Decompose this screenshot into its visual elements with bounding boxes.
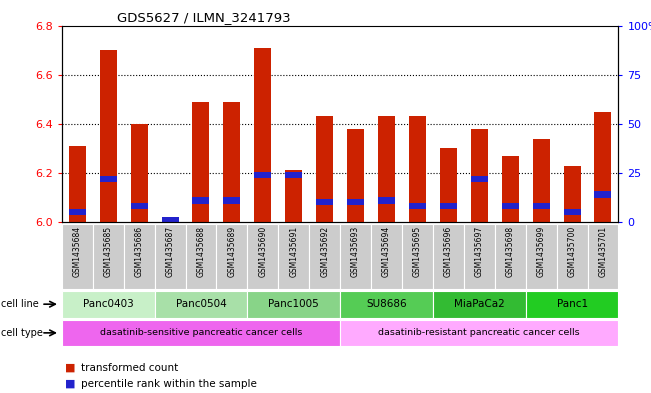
Bar [131, 203, 148, 209]
Bar [557, 224, 587, 289]
Bar [409, 116, 426, 222]
Bar [124, 224, 154, 289]
Text: GSM1435690: GSM1435690 [258, 226, 268, 277]
Bar [502, 203, 519, 209]
Text: GSM1435693: GSM1435693 [351, 226, 360, 277]
Bar [471, 129, 488, 222]
Text: GSM1435687: GSM1435687 [165, 226, 174, 277]
Bar [309, 224, 340, 289]
Bar [433, 291, 525, 318]
Text: GSM1435698: GSM1435698 [506, 226, 515, 277]
Bar [525, 224, 557, 289]
Bar [340, 320, 618, 346]
Bar [62, 320, 340, 346]
Bar [471, 176, 488, 182]
Text: Panc1: Panc1 [557, 299, 588, 309]
Text: GSM1435689: GSM1435689 [227, 226, 236, 277]
Text: cell type: cell type [1, 328, 43, 338]
Bar [62, 291, 154, 318]
Text: GSM1435688: GSM1435688 [197, 226, 206, 277]
Bar [92, 224, 124, 289]
Bar [100, 176, 117, 182]
Bar [316, 199, 333, 206]
Text: ■: ■ [65, 378, 76, 389]
Bar [131, 124, 148, 222]
Bar [525, 291, 618, 318]
Bar [62, 224, 92, 289]
Text: GSM1435686: GSM1435686 [135, 226, 144, 277]
Bar [255, 172, 271, 178]
Text: Panc1005: Panc1005 [268, 299, 319, 309]
Bar [255, 48, 271, 222]
Text: Panc0403: Panc0403 [83, 299, 133, 309]
Bar [464, 224, 495, 289]
Text: ■: ■ [65, 363, 76, 373]
Text: GSM1435700: GSM1435700 [568, 226, 577, 277]
Bar [347, 199, 364, 206]
Text: GSM1435691: GSM1435691 [289, 226, 298, 277]
Bar [223, 197, 240, 204]
Bar [247, 224, 278, 289]
Text: GSM1435684: GSM1435684 [73, 226, 82, 277]
Bar [495, 224, 525, 289]
Bar [154, 224, 186, 289]
Bar [594, 112, 611, 222]
Text: GSM1435696: GSM1435696 [444, 226, 453, 277]
Bar [371, 224, 402, 289]
Text: cell line: cell line [1, 299, 39, 309]
Bar [193, 102, 210, 222]
Bar [316, 116, 333, 222]
Bar [347, 129, 364, 222]
Bar [69, 209, 86, 215]
Bar [186, 224, 216, 289]
Bar [154, 291, 247, 318]
Bar [247, 291, 340, 318]
Bar [223, 102, 240, 222]
Text: percentile rank within the sample: percentile rank within the sample [81, 378, 257, 389]
Text: Panc0504: Panc0504 [176, 299, 227, 309]
Bar [378, 116, 395, 222]
Text: GSM1435701: GSM1435701 [598, 226, 607, 277]
Bar [502, 156, 519, 222]
Bar [285, 172, 302, 178]
Bar [440, 203, 457, 209]
Bar [161, 217, 178, 223]
Bar [340, 224, 371, 289]
Bar [340, 291, 433, 318]
Text: dasatinib-resistant pancreatic cancer cells: dasatinib-resistant pancreatic cancer ce… [378, 329, 580, 337]
Bar [409, 203, 426, 209]
Text: GSM1435697: GSM1435697 [475, 226, 484, 277]
Bar [278, 224, 309, 289]
Text: transformed count: transformed count [81, 363, 178, 373]
Bar [69, 146, 86, 222]
Text: SU8686: SU8686 [367, 299, 407, 309]
Text: GSM1435685: GSM1435685 [104, 226, 113, 277]
Bar [216, 224, 247, 289]
Bar [594, 191, 611, 198]
Text: dasatinib-sensitive pancreatic cancer cells: dasatinib-sensitive pancreatic cancer ce… [100, 329, 302, 337]
Bar [285, 171, 302, 222]
Text: GSM1435699: GSM1435699 [536, 226, 546, 277]
Text: GSM1435692: GSM1435692 [320, 226, 329, 277]
Bar [378, 197, 395, 204]
Bar [587, 224, 618, 289]
Bar [564, 165, 581, 222]
Bar [533, 203, 549, 209]
Bar [440, 149, 457, 222]
Text: GSM1435694: GSM1435694 [382, 226, 391, 277]
Text: GSM1435695: GSM1435695 [413, 226, 422, 277]
Bar [161, 217, 178, 222]
Bar [193, 197, 210, 204]
Bar [433, 224, 464, 289]
Bar [100, 50, 117, 222]
Bar [564, 209, 581, 215]
Bar [533, 139, 549, 222]
Bar [402, 224, 433, 289]
Text: MiaPaCa2: MiaPaCa2 [454, 299, 505, 309]
Text: GDS5627 / ILMN_3241793: GDS5627 / ILMN_3241793 [117, 11, 291, 24]
